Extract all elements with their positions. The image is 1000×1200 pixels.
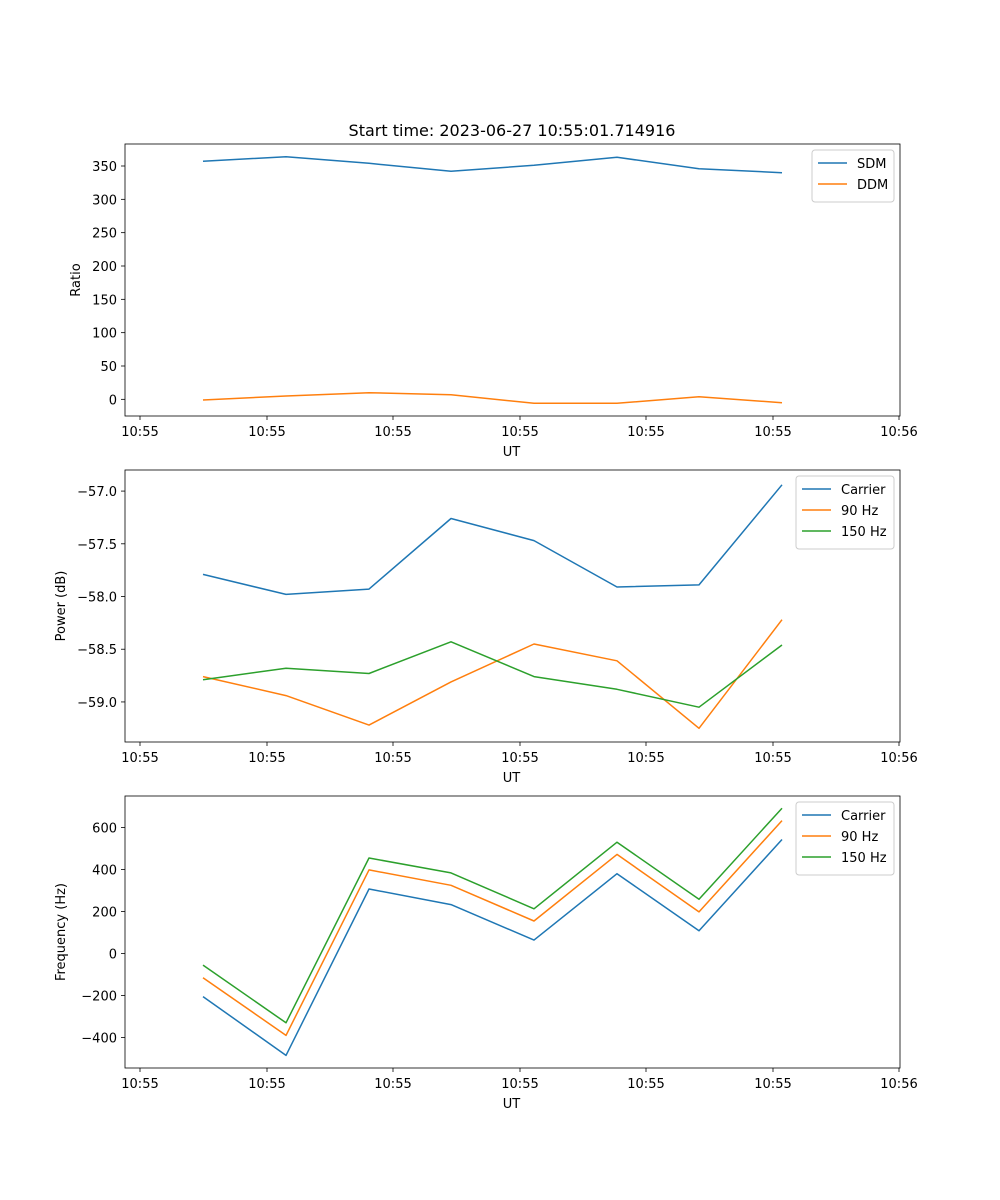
y-axis-label: Ratio — [69, 263, 84, 296]
legend-entry: Carrier — [841, 483, 886, 498]
y-tick-label: −58.0 — [77, 591, 117, 606]
y-tick-label: 100 — [92, 327, 117, 342]
x-tick-label: 10:55 — [501, 425, 538, 440]
legend: Carrier 90 Hz 150 Hz — [795, 801, 895, 876]
x-tick-label: 10:55 — [121, 751, 158, 766]
series-line-sdm — [202, 155, 783, 174]
y-tick-label: 200 — [92, 260, 117, 275]
x-tick-label: 10:55 — [374, 1077, 411, 1092]
x-tick-label: 10:55 — [248, 1077, 285, 1092]
series-line-150-hz — [202, 807, 783, 1024]
series-line-carrier — [202, 838, 783, 1057]
y-tick-label: −57.0 — [77, 485, 117, 500]
x-tick-label: 10:56 — [880, 751, 917, 766]
axes-frame — [124, 469, 901, 743]
series-line-carrier — [202, 484, 783, 596]
x-tick-label: 10:55 — [754, 425, 791, 440]
y-tick-label: 200 — [92, 906, 117, 921]
subplot-2: 10:55 10:55 10:55 10:55 10:55 10:55 10:56 −59.0… — [54, 469, 918, 786]
series-line-150-hz — [202, 641, 783, 708]
y-tick-label: 300 — [92, 193, 117, 208]
y-tick-label: 600 — [92, 822, 117, 837]
y-tick-label: −57.5 — [77, 538, 117, 553]
x-tick-label: 10:55 — [627, 1077, 664, 1092]
legend-entry: DDM — [857, 178, 888, 193]
y-tick-label: 150 — [92, 293, 117, 308]
series-line-90-hz — [202, 820, 783, 1037]
y-tick-label: −400 — [81, 1032, 117, 1047]
y-axis-label: Power (dB) — [54, 571, 69, 642]
x-tick-label: 10:55 — [627, 751, 664, 766]
y-tick-label: 400 — [92, 864, 117, 879]
y-axis-label: Frequency (Hz) — [54, 883, 69, 981]
y-tick-label: −59.0 — [77, 696, 117, 711]
x-tick-label: 10:55 — [374, 751, 411, 766]
x-tick-label: 10:55 — [121, 425, 158, 440]
legend-entry: 90 Hz — [841, 504, 878, 519]
y-tick-label: −200 — [81, 990, 117, 1005]
y-tick-label: 0 — [109, 393, 117, 408]
y-tick-label: 50 — [100, 360, 117, 375]
x-tick-label: 10:55 — [248, 751, 285, 766]
x-tick-label: 10:55 — [121, 1077, 158, 1092]
x-axis-label: UT — [503, 771, 521, 786]
x-axis-label: UT — [503, 1097, 521, 1112]
x-tick-label: 10:55 — [374, 425, 411, 440]
legend-entry: 90 Hz — [841, 830, 878, 845]
chart-title: Start time: 2023-06-27 10:55:01.714916 — [349, 121, 676, 140]
legend-entry: SDM — [857, 157, 886, 172]
y-tick-label: 0 — [109, 948, 117, 963]
series-line-90-hz — [202, 619, 783, 730]
y-tick-label: 350 — [92, 160, 117, 175]
x-tick-label: 10:56 — [880, 1077, 917, 1092]
axes-frame — [124, 143, 901, 417]
x-axis-label: UT — [503, 445, 521, 460]
x-tick-label: 10:55 — [754, 751, 791, 766]
y-tick-label: −58.5 — [77, 643, 117, 658]
y-tick-label: 250 — [92, 227, 117, 242]
plots-container: 10:55 10:55 10:55 10:55 10:55 10:55 10:56 0 50 10… — [54, 143, 918, 1112]
x-tick-label: 10:55 — [754, 1077, 791, 1092]
legend-entry: 150 Hz — [841, 525, 887, 540]
series-line-ddm — [202, 391, 783, 405]
x-tick-label: 10:55 — [627, 425, 664, 440]
x-tick-label: 10:55 — [248, 425, 285, 440]
x-tick-label: 10:55 — [501, 1077, 538, 1092]
legend: SDM DDM — [811, 149, 895, 203]
x-tick-label: 10:56 — [880, 425, 917, 440]
legend-entry: Carrier — [841, 809, 886, 824]
legend: Carrier 90 Hz 150 Hz — [795, 475, 895, 550]
legend-entry: 150 Hz — [841, 851, 887, 866]
subplot-3: 10:55 10:55 10:55 10:55 10:55 10:55 10:56 −400 −… — [54, 795, 918, 1112]
subplot-1: 10:55 10:55 10:55 10:55 10:55 10:55 10:56 0 50 10… — [69, 143, 918, 460]
x-tick-label: 10:55 — [501, 751, 538, 766]
axes-frame — [124, 795, 901, 1069]
